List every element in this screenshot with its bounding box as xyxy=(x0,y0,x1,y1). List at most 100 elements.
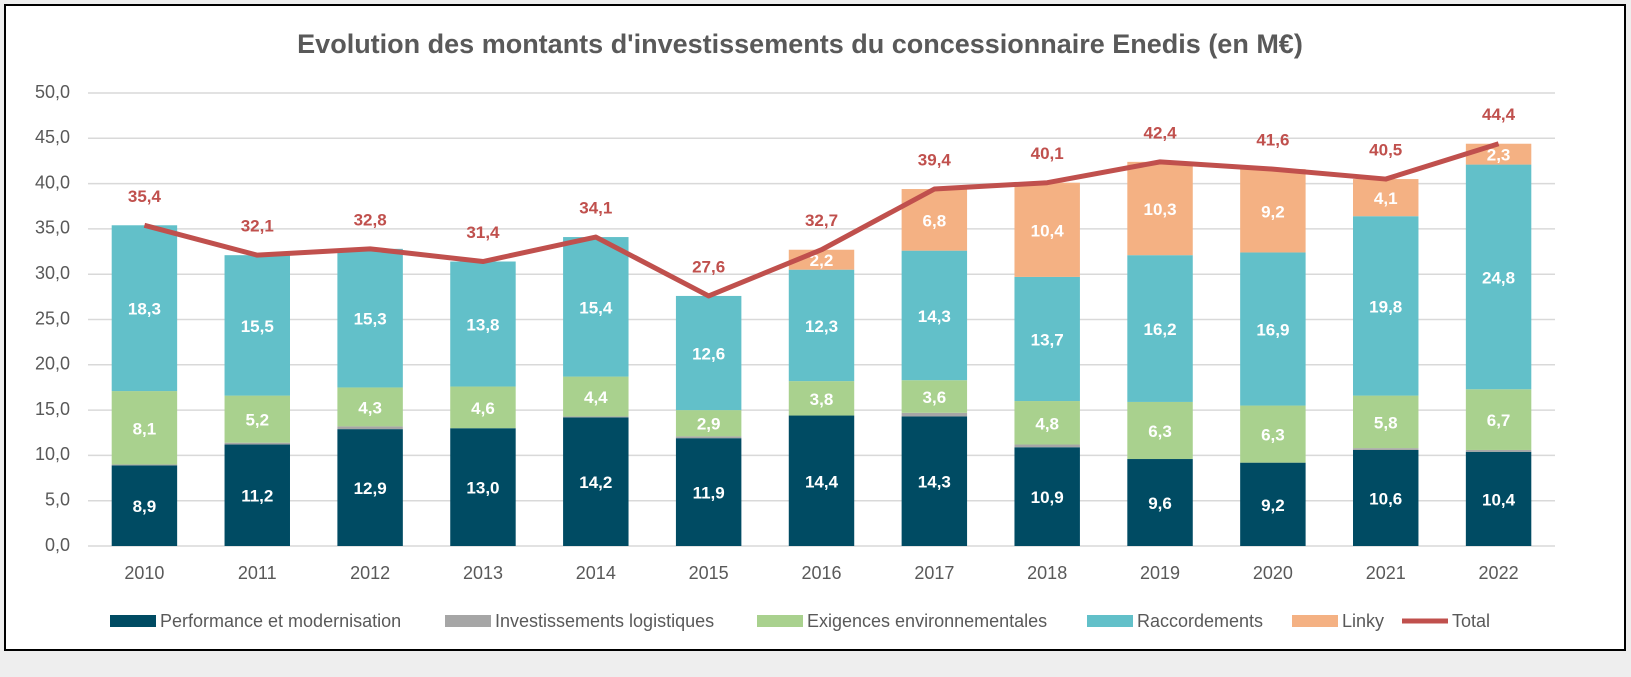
bar-segment xyxy=(1353,216,1419,396)
data-label: 5,2 xyxy=(245,411,269,430)
data-label: 15,4 xyxy=(579,298,613,317)
bar-segment xyxy=(450,261,516,387)
data-label: 24,8 xyxy=(1482,268,1515,287)
data-label: 39,4 xyxy=(918,151,952,170)
bar-segment xyxy=(1127,255,1193,402)
bar-segment xyxy=(111,225,178,392)
bar-segment xyxy=(224,255,290,396)
data-label: 35,4 xyxy=(128,187,162,206)
data-label: 6,7 xyxy=(1487,411,1511,430)
data-label: 16,2 xyxy=(1143,320,1176,339)
bar-segment xyxy=(1127,459,1193,546)
data-label: 2,9 xyxy=(697,415,721,434)
data-label: 13,0 xyxy=(466,479,499,498)
data-label: 11,2 xyxy=(241,487,273,506)
data-label: 14,3 xyxy=(918,307,951,326)
data-label: 6,3 xyxy=(1261,426,1285,445)
data-label: 41,6 xyxy=(1256,131,1289,150)
bar-segment xyxy=(450,428,516,546)
data-label: 13,8 xyxy=(466,316,499,335)
y-tick-label: 20,0 xyxy=(35,354,70,374)
bar-segment xyxy=(1465,449,1532,452)
y-tick-label: 0,0 xyxy=(45,535,70,555)
data-label: 8,1 xyxy=(133,419,157,438)
data-label: 11,9 xyxy=(693,484,725,503)
legend-swatch xyxy=(445,615,491,627)
bar-segment xyxy=(337,387,403,427)
bar-segment xyxy=(1353,395,1419,449)
bar-segment xyxy=(1240,462,1306,546)
bar-segment xyxy=(675,438,742,546)
data-label: 2,2 xyxy=(810,251,834,270)
bar-segment xyxy=(1014,401,1080,445)
x-tick-label: 2012 xyxy=(350,563,390,583)
legend-label: Total xyxy=(1452,611,1490,631)
data-label: 32,1 xyxy=(241,217,274,236)
bar-segment xyxy=(111,464,178,466)
data-label: 32,8 xyxy=(354,210,387,229)
legend-swatch xyxy=(757,615,803,627)
bar-segment xyxy=(788,381,855,416)
data-label: 6,3 xyxy=(1148,422,1172,441)
bar-segment xyxy=(1465,389,1532,450)
bar-segment xyxy=(675,436,742,439)
data-label: 14,4 xyxy=(805,472,839,491)
y-tick-label: 10,0 xyxy=(35,444,70,464)
legend-label: Exigences environnementales xyxy=(807,611,1047,631)
y-tick-label: 45,0 xyxy=(35,127,70,147)
data-label: 3,8 xyxy=(810,390,834,409)
data-label: 18,3 xyxy=(128,300,161,319)
data-label: 4,3 xyxy=(358,398,382,417)
bar-segment xyxy=(675,410,742,437)
bar-segment xyxy=(111,465,178,546)
data-label: 10,3 xyxy=(1143,200,1176,219)
data-label: 15,3 xyxy=(354,310,387,329)
data-label: 10,4 xyxy=(1482,490,1516,509)
data-label: 15,5 xyxy=(241,317,274,336)
bar-segment xyxy=(563,376,629,417)
bar-segment xyxy=(1014,447,1080,546)
bar-segment xyxy=(1127,401,1193,460)
x-tick-label: 2020 xyxy=(1253,563,1293,583)
bar-segment xyxy=(450,386,516,429)
data-label: 42,4 xyxy=(1143,123,1177,142)
data-label: 8,9 xyxy=(133,497,157,516)
bar-segment xyxy=(1014,276,1080,402)
x-tick-label: 2018 xyxy=(1027,563,1067,583)
data-label: 31,4 xyxy=(466,223,500,242)
bar-segment xyxy=(901,416,968,546)
data-label: 14,2 xyxy=(579,473,612,492)
x-tick-label: 2016 xyxy=(801,563,841,583)
bar-segment xyxy=(901,412,968,417)
y-tick-label: 25,0 xyxy=(35,308,70,328)
data-label: 44,4 xyxy=(1482,105,1516,124)
y-tick-label: 15,0 xyxy=(35,399,70,419)
bar-segment xyxy=(1127,161,1193,256)
data-label: 10,6 xyxy=(1369,489,1402,508)
y-tick-label: 30,0 xyxy=(35,263,70,283)
bar-segment xyxy=(224,395,290,443)
bar-segment xyxy=(224,444,290,546)
data-label: 4,6 xyxy=(471,399,495,418)
data-label: 9,2 xyxy=(1261,496,1285,515)
bar-segment xyxy=(337,426,403,430)
y-tick-label: 35,0 xyxy=(35,218,70,238)
bar-segment xyxy=(563,417,629,546)
x-tick-label: 2015 xyxy=(689,563,729,583)
data-label: 4,4 xyxy=(584,388,608,407)
x-tick-label: 2014 xyxy=(576,563,616,583)
bar-segment xyxy=(675,295,742,411)
bar-segment xyxy=(1240,252,1306,406)
data-label: 16,9 xyxy=(1256,320,1289,339)
bar-segment xyxy=(901,250,968,381)
legend-label: Raccordements xyxy=(1137,611,1263,631)
y-tick-label: 40,0 xyxy=(35,172,70,192)
bar-segment xyxy=(1353,449,1419,546)
bar-segment xyxy=(563,237,629,377)
bar-segment xyxy=(1353,448,1419,450)
data-label: 4,8 xyxy=(1035,414,1059,433)
data-label: 12,6 xyxy=(692,345,725,364)
data-label: 27,6 xyxy=(692,257,725,276)
x-tick-label: 2010 xyxy=(124,563,164,583)
